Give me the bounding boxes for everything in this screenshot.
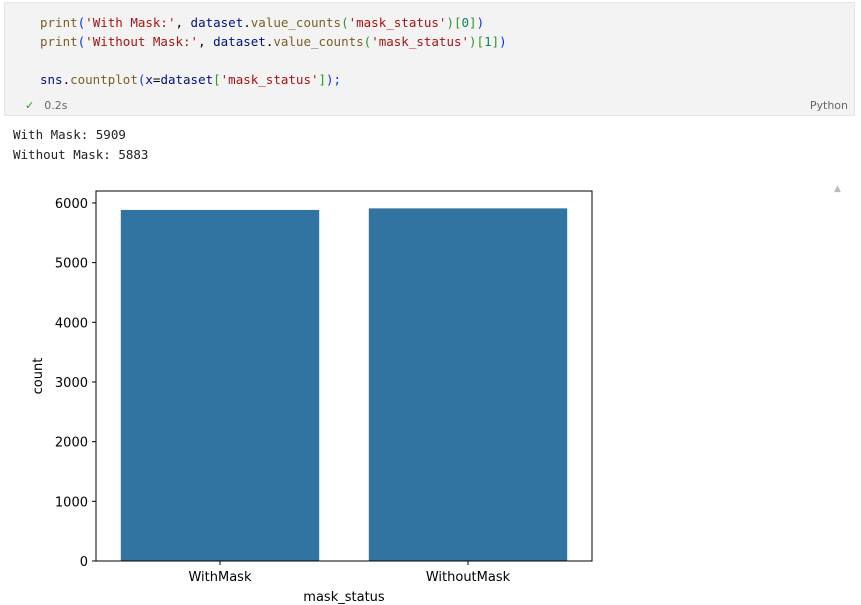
bar-withmask <box>120 209 320 562</box>
output-line: Without Mask: 5883 <box>13 147 149 162</box>
code-token: . <box>243 15 251 30</box>
x-tick-label: WithMask <box>188 570 251 585</box>
x-axis-label: mask_status <box>303 590 385 605</box>
code-token: 'Without Mask:' <box>85 34 199 49</box>
code-token: ) <box>476 15 485 30</box>
code-token: print <box>40 34 78 49</box>
code-token: ( <box>137 72 146 87</box>
code-token: dataset <box>160 72 214 87</box>
bar-withoutmask <box>368 208 568 561</box>
y-tick-label: 5000 <box>55 257 88 272</box>
execution-status: ✓ 0.2s <box>25 99 67 112</box>
code-token: )[ <box>469 34 485 49</box>
execution-time: 0.2s <box>44 99 68 112</box>
code-token: . <box>265 34 274 49</box>
code-token: value_counts <box>273 34 364 49</box>
code-line: print('With Mask:', dataset.value_counts… <box>40 13 507 32</box>
y-axis-label: count <box>31 358 46 395</box>
code-token: ( <box>77 34 86 49</box>
code-cell[interactable]: print('With Mask:', dataset.value_counts… <box>4 2 855 116</box>
x-tick-label: WithoutMask <box>426 570 511 585</box>
code-token: ( <box>77 15 86 30</box>
code-token: , <box>198 34 214 49</box>
y-tick-label: 4000 <box>55 316 88 331</box>
code-token: = <box>152 72 161 87</box>
code-token: sns <box>40 72 63 87</box>
code-token: x <box>145 72 153 87</box>
y-tick-label: 2000 <box>55 436 88 451</box>
language-label[interactable]: Python <box>809 99 848 112</box>
y-tick-label: 0 <box>80 555 88 570</box>
code-token: countplot <box>70 72 138 87</box>
code-token: print <box>40 15 78 30</box>
code-token: , <box>175 15 191 30</box>
y-tick-label: 6000 <box>55 197 88 212</box>
code-token: 'With Mask:' <box>85 15 176 30</box>
code-token: ); <box>326 72 342 87</box>
code-token: ] <box>469 15 477 30</box>
code-editor[interactable]: print('With Mask:', dataset.value_counts… <box>40 13 507 89</box>
code-token: ( <box>341 15 349 30</box>
y-tick-label: 1000 <box>55 495 88 510</box>
code-token: ] <box>318 72 327 87</box>
code-token: 1 <box>484 34 492 49</box>
y-tick-label: 3000 <box>55 376 88 391</box>
code-token: 'mask_status' <box>348 15 447 30</box>
code-token: [ <box>213 72 221 87</box>
code-token: 0 <box>461 15 470 30</box>
code-token: 'mask_status' <box>371 34 470 49</box>
scroll-up-arrow-icon[interactable]: ▲ <box>834 184 841 194</box>
code-token: value_counts <box>250 15 342 30</box>
code-token: 'mask_status' <box>220 72 319 87</box>
code-token: ) <box>499 34 507 49</box>
output-line: With Mask: 5909 <box>13 127 126 142</box>
plot-frame <box>95 190 593 562</box>
code-line: print('Without Mask:', dataset.value_cou… <box>40 32 507 51</box>
code-token: dataset <box>213 34 266 49</box>
code-token: dataset <box>190 15 244 30</box>
code-token: )[ <box>446 15 462 30</box>
code-token: ( <box>363 34 372 49</box>
code-token: ] <box>491 34 500 49</box>
code-line: sns.countplot(x=dataset['mask_status']); <box>40 70 507 89</box>
code-token: . <box>62 72 71 87</box>
cell-output: With Mask: 5909 Without Mask: 5883 <box>13 125 148 165</box>
checkmark-icon: ✓ <box>25 99 35 112</box>
